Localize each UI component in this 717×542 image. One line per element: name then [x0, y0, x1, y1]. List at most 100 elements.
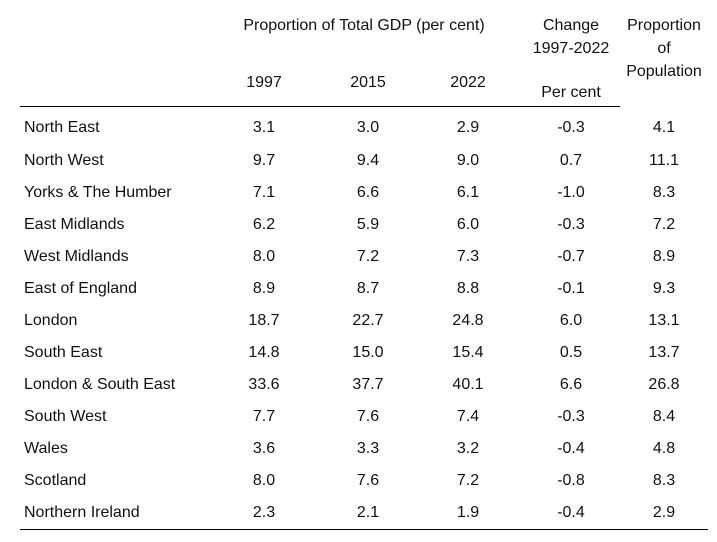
table-row: East Midlands 6.2 5.9 6.0 -0.3 7.2	[20, 209, 708, 241]
region-name: Wales	[24, 440, 68, 457]
header-change-line2: 1997-2022	[532, 40, 610, 57]
table-row: London 18.7 22.7 24.8 6.0 13.1	[20, 305, 708, 337]
value-2022: 2.9	[456, 119, 480, 136]
value-change: -0.1	[557, 280, 585, 297]
value-2015: 8.7	[356, 280, 380, 297]
value-change: 0.7	[559, 152, 583, 169]
header-row-2: 1997 2015 2022 Per cent	[20, 60, 708, 107]
table-row: Scotland 8.0 7.6 7.2 -0.8 8.3	[20, 465, 708, 497]
value-1997: 7.7	[252, 408, 276, 425]
value-population: 7.2	[652, 216, 676, 233]
value-1997: 2.3	[206, 497, 322, 530]
value-population: 8.4	[652, 408, 676, 425]
value-2022: 7.4	[456, 408, 480, 425]
value-population: 4.8	[652, 440, 676, 457]
value-population: 26.8	[648, 376, 680, 393]
value-2022: 8.8	[456, 280, 480, 297]
region-name: London & South East	[24, 376, 176, 393]
value-population: 8.3	[652, 472, 676, 489]
value-1997: 3.1	[252, 119, 276, 136]
value-population: 13.1	[648, 312, 680, 329]
value-2015: 9.4	[356, 152, 380, 169]
value-change: 0.5	[559, 344, 583, 361]
region-name: North East	[24, 119, 100, 136]
value-population: 8.9	[652, 248, 676, 265]
value-2015: 15.0	[352, 344, 384, 361]
value-change: 6.0	[559, 312, 583, 329]
region-name: East of England	[24, 280, 137, 297]
value-1997: 9.7	[252, 152, 276, 169]
value-2015: 7.6	[356, 408, 380, 425]
header-row-1: Proportion of Total GDP (per cent) Chang…	[20, 14, 708, 80]
value-change: -1.0	[557, 184, 585, 201]
table-row: South East 14.8 15.0 15.4 0.5 13.7	[20, 337, 708, 369]
table-row: London & South East 33.6 37.7 40.1 6.6 26.8	[20, 369, 708, 401]
header-change-unit: Per cent	[522, 60, 620, 107]
table-body: North East 3.1 3.0 2.9 -0.3 4.1 North West 9.7…	[20, 107, 708, 530]
value-1997: 14.8	[248, 344, 280, 361]
value-2015: 22.7	[352, 312, 384, 329]
header-year-2015: 2015	[322, 60, 414, 107]
value-change: -0.4	[557, 440, 585, 457]
value-change: -0.3	[557, 119, 585, 136]
value-change: -0.8	[557, 472, 585, 489]
table-row: East of England 8.9 8.7 8.8 -0.1 9.3	[20, 273, 708, 305]
value-2022: 7.2	[456, 472, 480, 489]
header-population-line2: of	[657, 40, 671, 57]
region-name: East Midlands	[24, 216, 125, 233]
gdp-table: Proportion of Total GDP (per cent) Chang…	[20, 14, 708, 530]
table-row: Northern Ireland 2.3 2.1 1.9 -0.4 2.9	[20, 497, 708, 530]
table-row: North East 3.1 3.0 2.9 -0.3 4.1	[20, 107, 708, 146]
value-2015: 7.2	[356, 248, 380, 265]
value-1997: 33.6	[248, 376, 280, 393]
value-2022: 6.1	[456, 184, 480, 201]
value-population: 8.3	[652, 184, 676, 201]
value-2022: 6.0	[456, 216, 480, 233]
value-2022: 9.0	[456, 152, 480, 169]
table-row: North West 9.7 9.4 9.0 0.7 11.1	[20, 145, 708, 177]
value-2015: 3.3	[356, 440, 380, 457]
value-1997: 8.0	[252, 472, 276, 489]
table-row: West Midlands 8.0 7.2 7.3 -0.7 8.9	[20, 241, 708, 273]
value-change: -0.3	[557, 216, 585, 233]
header-change-line1: Change	[542, 17, 600, 34]
region-name: Yorks & The Humber	[24, 184, 172, 201]
value-2022: 3.2	[456, 440, 480, 457]
header-change: Change 1997-2022	[522, 14, 620, 60]
value-1997: 18.7	[248, 312, 280, 329]
region-name: North West	[24, 152, 104, 169]
value-population: 9.3	[652, 280, 676, 297]
region-name: South West	[24, 408, 107, 425]
region-name: Scotland	[24, 472, 87, 489]
header-gdp-group: Proportion of Total GDP (per cent)	[206, 14, 522, 60]
value-2015: 5.9	[356, 216, 380, 233]
region-name: South East	[24, 344, 103, 361]
value-2015: 3.0	[356, 119, 380, 136]
region-name: London	[24, 312, 78, 329]
header-year-2022: 2022	[414, 60, 522, 107]
header-population-line3: Population	[626, 63, 702, 80]
value-2022: 1.9	[414, 497, 522, 530]
value-2015: 2.1	[322, 497, 414, 530]
value-2022: 40.1	[452, 376, 484, 393]
region-name: West Midlands	[24, 248, 129, 265]
value-1997: 8.9	[252, 280, 276, 297]
table-row: Yorks & The Humber 7.1 6.6 6.1 -1.0 8.3	[20, 177, 708, 209]
value-2022: 24.8	[452, 312, 484, 329]
header-empty-cell-2	[20, 60, 206, 107]
header-empty-cell	[20, 14, 206, 60]
value-2015: 6.6	[356, 184, 380, 201]
value-change: 6.6	[559, 376, 583, 393]
table-row: South West 7.7 7.6 7.4 -0.3 8.4	[20, 401, 708, 433]
value-population: 4.1	[652, 118, 676, 136]
value-2015: 37.7	[352, 376, 384, 393]
value-1997: 7.1	[252, 184, 276, 201]
value-1997: 3.6	[252, 440, 276, 457]
header-population-line1: Proportion	[627, 17, 701, 34]
value-population: 2.9	[620, 497, 708, 530]
value-population: 11.1	[649, 152, 679, 169]
value-2022: 7.3	[456, 248, 480, 265]
header-population: Proportion of Population	[620, 14, 708, 107]
value-change: -0.4	[522, 497, 620, 530]
